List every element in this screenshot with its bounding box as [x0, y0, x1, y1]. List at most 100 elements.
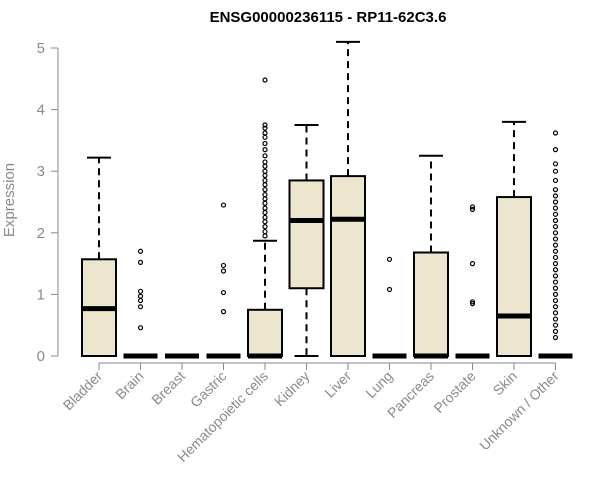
outlier-point: [262, 196, 268, 202]
outlier-point: [469, 301, 476, 307]
outlier-point: [552, 236, 559, 242]
outlier-point: [220, 289, 227, 296]
outlier-point: [552, 316, 559, 322]
outlier-point: [552, 205, 559, 211]
y-tick-label: 1: [37, 286, 45, 303]
outlier-point: [552, 177, 559, 184]
outlier-point: [262, 122, 268, 128]
y-tick-label: 5: [37, 40, 45, 57]
outlier-point: [137, 325, 144, 331]
box-group: [123, 248, 158, 359]
outlier-point: [552, 291, 559, 297]
outlier-point: [552, 224, 559, 230]
box-group: [538, 130, 573, 359]
outlier-point: [262, 233, 268, 239]
outlier-point: [220, 268, 227, 274]
box-group: [496, 120, 532, 357]
outlier-point: [552, 248, 559, 254]
outlier-point: [552, 322, 559, 328]
outlier-point: [262, 200, 268, 206]
box-group: [330, 40, 366, 357]
outlier-point: [552, 304, 559, 310]
outlier-point: [262, 77, 268, 83]
outlier-point: [220, 202, 227, 208]
outlier-point: [552, 211, 559, 217]
outlier-point: [262, 205, 268, 211]
box-group: [413, 154, 449, 359]
outlier-point: [386, 286, 393, 293]
outlier-point: [137, 297, 144, 304]
iqr-box: [413, 251, 449, 357]
outlier-point: [262, 130, 268, 136]
x-tick-label: Breast: [148, 368, 188, 408]
outlier-point: [552, 168, 559, 174]
box-group: [81, 156, 117, 357]
box-group: [372, 256, 407, 359]
outlier-point: [552, 310, 559, 316]
outlier-point: [262, 182, 268, 188]
outlier-point: [262, 163, 268, 169]
outlier-point: [262, 192, 268, 198]
outlier-point: [262, 134, 268, 140]
outlier-point: [220, 309, 227, 315]
chart-title: ENSG00000236115 - RP11-62C3.6: [210, 9, 447, 26]
outlier-point: [262, 153, 268, 159]
y-tick-label: 2: [37, 225, 45, 242]
outlier-point: [552, 161, 559, 167]
outlier-point: [552, 199, 559, 205]
outlier-point: [552, 328, 559, 334]
outlier-point: [552, 254, 559, 261]
iqr-box: [496, 196, 532, 357]
y-axis: 0 1 2 3 4 5: [37, 40, 59, 365]
outlier-point: [552, 130, 559, 136]
x-tick-label: Skin: [490, 368, 521, 399]
outlier-point: [469, 299, 476, 305]
outlier-point: [552, 273, 559, 279]
y-tick-label: 4: [37, 102, 45, 119]
outlier-point: [469, 261, 476, 267]
outlier-point: [262, 168, 268, 174]
box-group: [206, 202, 241, 359]
outlier-point: [552, 334, 559, 341]
boxes-layer: [81, 40, 573, 359]
outlier-point: [469, 206, 476, 212]
x-tick-label: Brain: [112, 368, 146, 402]
outlier-point: [552, 242, 559, 248]
x-tick-label: Kidney: [271, 368, 313, 410]
outlier-point: [137, 293, 144, 299]
outlier-point: [137, 304, 144, 310]
outlier-point: [469, 204, 476, 210]
outlier-point: [262, 177, 268, 184]
outlier-point: [137, 259, 144, 265]
outlier-point: [552, 267, 559, 273]
x-tick-label: Bladder: [60, 368, 106, 414]
outlier-point: [220, 262, 227, 269]
x-tick-label: Liver: [321, 368, 354, 401]
outlier-point: [552, 261, 559, 267]
outlier-point: [552, 279, 559, 285]
box-group: [288, 124, 325, 357]
outlier-point: [262, 209, 268, 216]
box-group: [247, 77, 283, 359]
outlier-point: [552, 297, 559, 304]
outlier-point: [262, 140, 268, 147]
iqr-box: [288, 179, 325, 290]
outlier-point: [552, 187, 559, 193]
iqr-box: [247, 308, 283, 357]
x-tick-label: Prostate: [430, 368, 478, 416]
outlier-point: [262, 125, 268, 131]
outlier-point: [552, 217, 559, 224]
x-tick-label: Lung: [362, 368, 395, 401]
x-tick-label: Unknown / Other: [476, 368, 562, 454]
box-group: [455, 204, 490, 359]
outlier-point: [262, 172, 268, 179]
outlier-point: [262, 228, 268, 235]
outlier-point: [262, 147, 268, 153]
outlier-point: [552, 285, 559, 291]
outlier-point: [552, 230, 559, 236]
y-axis-label: Expression: [1, 163, 18, 237]
outlier-point: [386, 256, 393, 262]
outlier-point: [262, 219, 268, 225]
